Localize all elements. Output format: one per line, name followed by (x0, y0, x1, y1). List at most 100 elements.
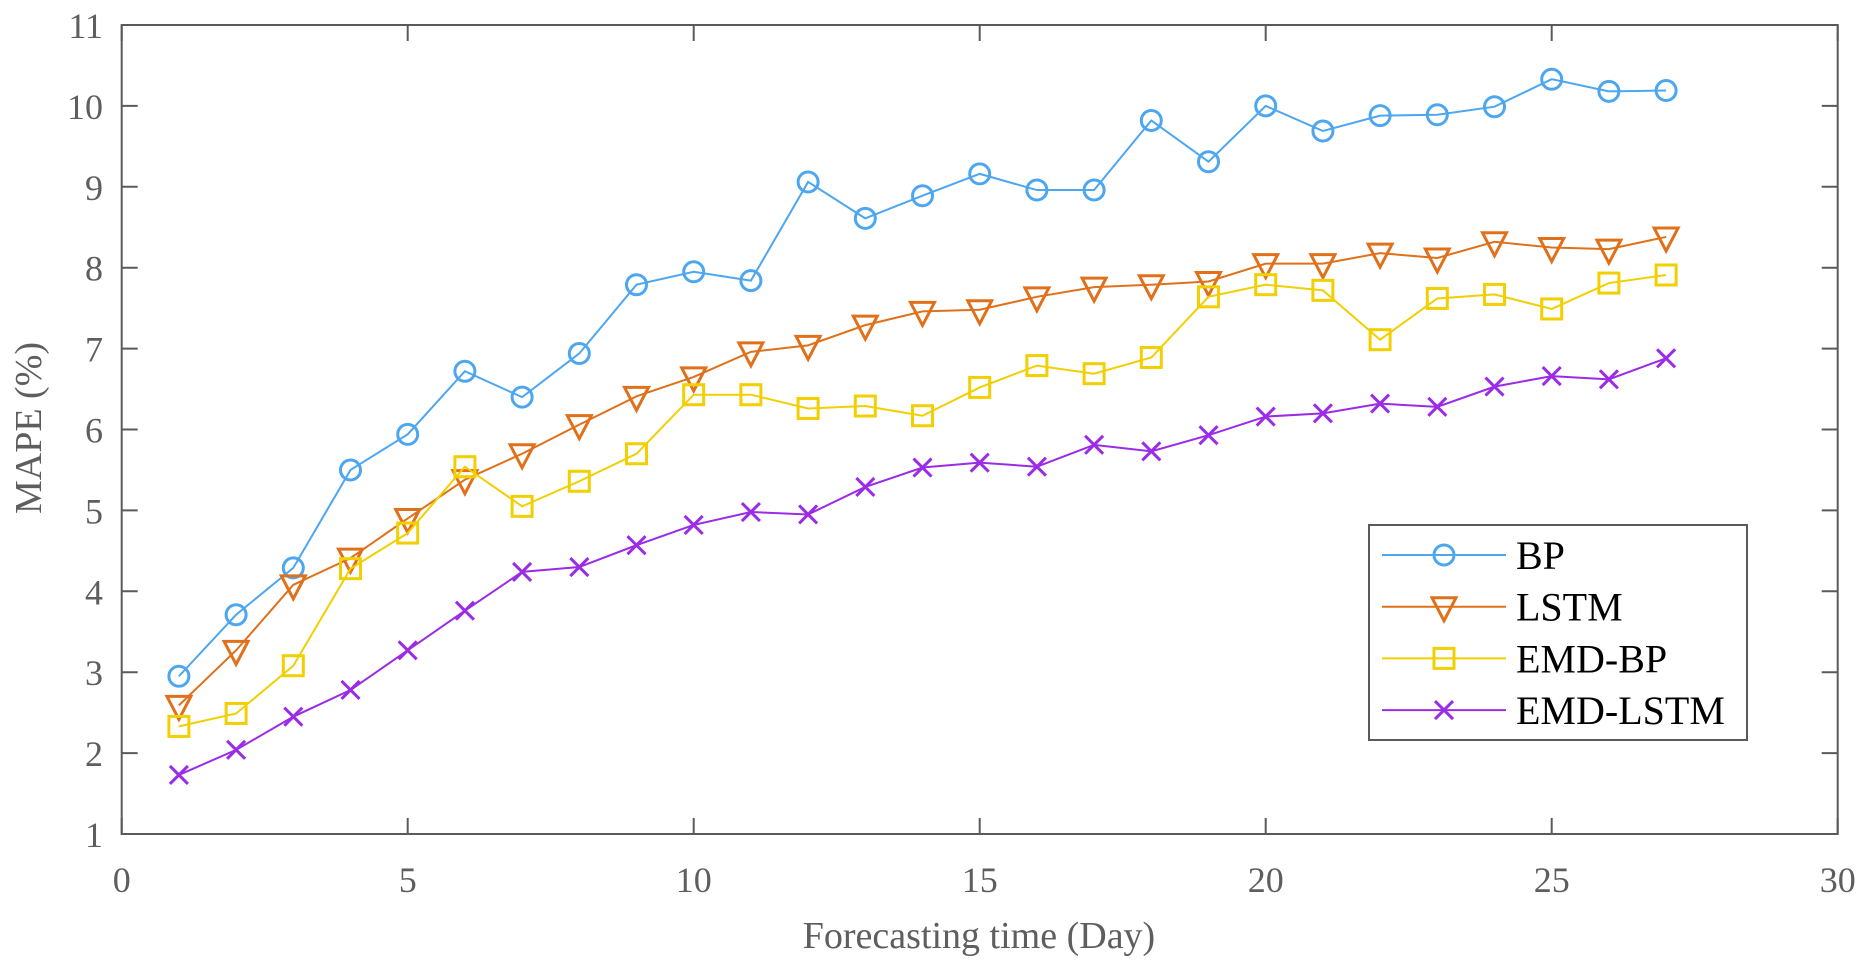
data-point (1483, 282, 1506, 306)
data-point (224, 701, 248, 725)
series-layer (164, 67, 1681, 786)
data-point (340, 679, 361, 701)
data-point (1597, 79, 1621, 103)
data-point (339, 458, 362, 482)
data-point (278, 574, 308, 603)
data-point (1312, 403, 1333, 424)
data-point (739, 269, 763, 293)
data-point (1254, 273, 1278, 297)
data-point (396, 422, 420, 446)
data-point (567, 469, 591, 493)
data-point (1311, 119, 1335, 143)
x-stroke (1141, 441, 1162, 462)
data-point (853, 206, 877, 230)
data-point (736, 341, 766, 370)
series-line (178, 235, 1667, 707)
x-stroke (912, 457, 933, 478)
legend-marker (1429, 596, 1459, 624)
data-point (567, 341, 591, 365)
x-stroke (512, 561, 533, 582)
data-point (1139, 108, 1163, 132)
data-point (1084, 434, 1105, 455)
data-point (1025, 354, 1049, 378)
data-point (510, 494, 534, 518)
data-point (908, 300, 937, 329)
data-point (1082, 362, 1106, 386)
series-line (178, 78, 1667, 677)
data-point (625, 442, 648, 466)
x-stroke (1541, 366, 1562, 387)
data-point (1483, 95, 1506, 119)
data-point (1194, 270, 1223, 299)
data-point (1370, 393, 1391, 414)
series-line (178, 273, 1667, 728)
legend-item: EMD-LSTM (1382, 688, 1725, 733)
data-point (283, 706, 304, 727)
legend-item: EMD-BP (1382, 636, 1667, 681)
data-point (393, 507, 423, 536)
x-stroke (283, 706, 304, 727)
data-point (796, 396, 820, 420)
data-point (168, 764, 189, 786)
legend-label: EMD-BP (1516, 636, 1667, 681)
data-point (1597, 271, 1621, 295)
x-stroke (1255, 406, 1276, 427)
x-tick-label: 20 (1248, 860, 1284, 900)
data-point (1480, 231, 1509, 260)
axes-layer: 0 5 10 15 20 25 30 1 2 3 4 5 6 7 8 9 10 11 (67, 6, 1856, 900)
legend-marker (1433, 700, 1455, 721)
x-stroke (1084, 434, 1105, 455)
data-point (569, 556, 590, 578)
x-tick-label: 5 (399, 860, 417, 900)
x-stroke (1656, 348, 1677, 369)
data-point (1025, 178, 1049, 202)
data-point (965, 299, 995, 328)
data-point (450, 469, 480, 497)
data-point (625, 273, 648, 297)
data-point (1425, 286, 1449, 310)
data-point (626, 535, 647, 556)
y-tick-label: 11 (68, 6, 103, 46)
x-tick-label: 30 (1820, 860, 1856, 900)
data-point (1308, 253, 1338, 281)
data-point (682, 260, 706, 284)
series-bp (167, 67, 1678, 688)
x-stroke (1198, 425, 1219, 446)
data-point (453, 359, 477, 383)
data-point (1484, 376, 1505, 397)
data-point (682, 383, 706, 407)
data-point (167, 714, 191, 738)
data-point (683, 514, 704, 536)
data-point (793, 334, 823, 363)
data-point (221, 639, 251, 668)
data-point (454, 600, 475, 621)
y-tick-label: 3 (85, 653, 103, 693)
x-tick-label: 15 (962, 860, 998, 900)
y-tick-label: 9 (85, 168, 103, 208)
x-stroke (626, 535, 647, 556)
data-point (796, 170, 820, 194)
data-point (1365, 242, 1395, 271)
x-stroke (454, 600, 475, 621)
data-point (1141, 441, 1162, 462)
x-stroke (969, 452, 990, 473)
data-point (1197, 285, 1220, 309)
y-tick-label: 6 (85, 411, 103, 451)
data-point (855, 476, 876, 497)
x-axis-label: Forecasting time (Day) (803, 915, 1155, 957)
data-point (968, 375, 992, 399)
x-stroke (1433, 700, 1455, 721)
data-point (281, 556, 305, 580)
data-point (397, 640, 418, 661)
data-point (1540, 67, 1564, 91)
data-point (1198, 425, 1219, 446)
legend-box (1368, 524, 1748, 741)
data-point (679, 366, 709, 395)
y-tick-label: 1 (85, 815, 103, 855)
x-stroke (683, 514, 704, 536)
data-point (1425, 103, 1449, 127)
data-point (224, 603, 248, 627)
legend-marker (1432, 646, 1456, 670)
data-point (1541, 366, 1562, 387)
y-tick-label: 7 (85, 330, 103, 370)
